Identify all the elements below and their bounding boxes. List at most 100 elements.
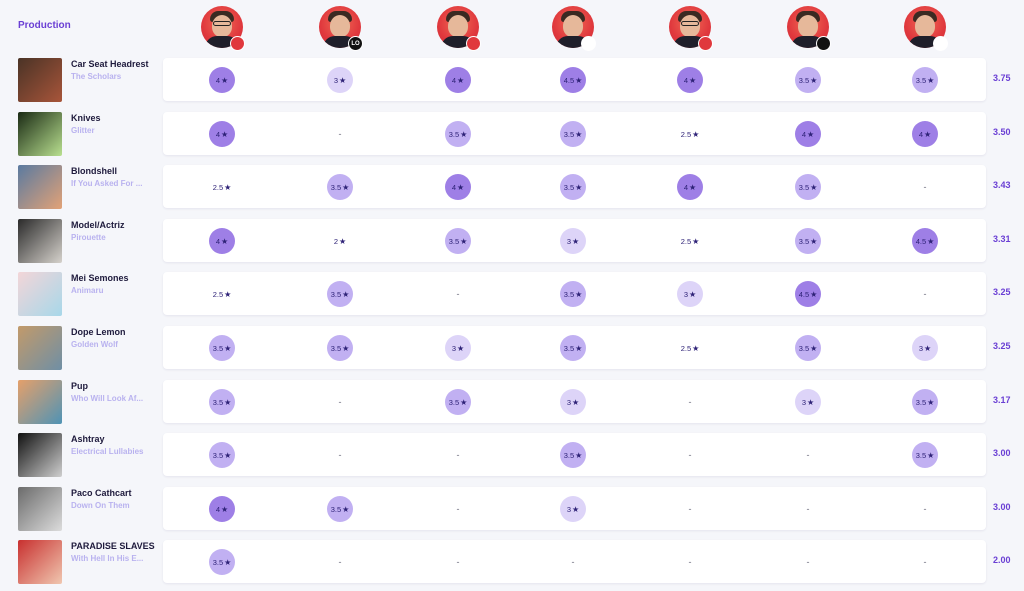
rating-badge[interactable]: 3.5 ★ [795,67,821,93]
rating-badge[interactable]: 3 ★ [560,228,586,254]
rating-badge[interactable]: 3.5 ★ [445,389,471,415]
rating-badge[interactable]: 4 ★ [912,121,938,147]
rating-badge[interactable]: 3 ★ [677,281,703,307]
album-title[interactable]: Golden Wolf [71,340,118,349]
rating-badge[interactable]: 2.5 ★ [209,281,235,307]
artist-name[interactable]: Dope Lemon [71,327,126,337]
album-title[interactable]: With Hell In His E... [71,554,144,563]
rating-badge[interactable]: 3.5 ★ [560,335,586,361]
rating-badge[interactable]: 3.5 ★ [209,442,235,468]
rating-badge[interactable]: 4 ★ [445,67,471,93]
album-title[interactable]: Animaru [71,286,104,295]
star-icon: ★ [460,236,468,246]
table-header: Production LO [0,0,1024,56]
artist-name[interactable]: Car Seat Headrest [71,59,149,69]
avatar-glasses [213,21,231,26]
average-score: 3.43 [993,180,1011,190]
rating-badge[interactable]: 3.5 ★ [560,121,586,147]
artist-name[interactable]: Mei Semones [71,273,129,283]
rating-badge[interactable]: 3 ★ [327,67,353,93]
artist-name[interactable]: Pup [71,381,88,391]
album-cover[interactable] [18,112,62,156]
table-row: Model/Actriz Pirouette 4 ★ 2 ★ 3.5 ★ 3 ★ 2.5 ★ 3.5 ★ 4… [0,219,1024,263]
artist-name[interactable]: PARADISE SLAVES [71,541,155,551]
red-circle-logo-icon [230,36,245,51]
album-cover[interactable] [18,58,62,102]
rating-cell: 3.5 ★ [795,174,821,200]
rating-badge[interactable]: 3.5 ★ [560,281,586,307]
album-cover[interactable] [18,487,62,531]
rating-badge[interactable]: 4 ★ [209,496,235,522]
album-title[interactable]: Pirouette [71,233,106,242]
rating-badge[interactable]: 2 ★ [327,228,353,254]
rating-badge[interactable]: 3.5 ★ [209,549,235,575]
album-cover[interactable] [18,165,62,209]
rating-badge[interactable]: 4 ★ [445,174,471,200]
rating-badge[interactable]: 4.5 ★ [912,228,938,254]
rating-badge[interactable]: 3.5 ★ [912,389,938,415]
rating-badge[interactable]: 2.5 ★ [677,228,703,254]
rating-badge[interactable]: 3 ★ [560,496,586,522]
rating-badge[interactable]: 3.5 ★ [445,228,471,254]
album-cover[interactable] [18,433,62,477]
rating-badge[interactable]: 4.5 ★ [795,281,821,307]
rating-badge[interactable]: 3.5 ★ [327,496,353,522]
table-row: Pup Who Will Look Af... 3.5 ★ -3.5 ★ 3 ★ -3 ★ 3.5 ★… [0,380,1024,424]
no-rating-dash: - [688,557,692,567]
rating-badge[interactable]: 3.5 ★ [327,174,353,200]
rating-badge[interactable]: 3.5 ★ [560,174,586,200]
rating-badge[interactable]: 3 ★ [912,335,938,361]
rating-badge[interactable]: 4 ★ [677,174,703,200]
album-title[interactable]: If You Asked For ... [71,179,143,188]
album-cover[interactable] [18,380,62,424]
critic-avatar[interactable] [201,6,243,48]
album-title[interactable]: Who Will Look Af... [71,394,144,403]
artist-name[interactable]: Knives [71,113,101,123]
rating-badge[interactable]: 4 ★ [209,228,235,254]
rating-badge[interactable]: 3.5 ★ [912,67,938,93]
no-rating-dash: - [571,557,575,567]
rating-badge[interactable]: 4.5 ★ [560,67,586,93]
rating-value: 4 [215,75,220,85]
album-title[interactable]: Glitter [71,126,95,135]
rating-badge[interactable]: 3 ★ [445,335,471,361]
album-title[interactable]: Electrical Lullabies [71,447,144,456]
artist-name[interactable]: Blondshell [71,166,118,176]
average-score: 3.00 [993,502,1011,512]
rating-badge[interactable]: 2.5 ★ [677,121,703,147]
album-cover[interactable] [18,326,62,370]
rating-value: 3 [566,504,571,514]
rating-badge[interactable]: 3.5 ★ [445,121,471,147]
rating-badge[interactable]: 3.5 ★ [560,442,586,468]
average-score: 3.00 [993,448,1011,458]
album-cover[interactable] [18,272,62,316]
artist-name[interactable]: Model/Actriz [71,220,125,230]
rating-badge[interactable]: 3 ★ [560,389,586,415]
rating-badge[interactable]: 3.5 ★ [912,442,938,468]
album-cover[interactable] [18,219,62,263]
album-title[interactable]: Down On Them [71,501,130,510]
rating-badge[interactable]: 2.5 ★ [209,174,235,200]
rating-badge[interactable]: 3.5 ★ [327,335,353,361]
rating-badge[interactable]: 4 ★ [209,121,235,147]
artist-name[interactable]: Ashtray [71,434,105,444]
rating-badge[interactable]: 3.5 ★ [795,335,821,361]
no-rating-dash: - [338,557,342,567]
rating-badge[interactable]: 3 ★ [795,389,821,415]
artist-name[interactable]: Paco Cathcart [71,488,132,498]
rating-badge[interactable]: 3.5 ★ [795,228,821,254]
rating-value: 2.5 [680,129,692,139]
rating-cell: 4 ★ [677,174,703,200]
rating-badge[interactable]: 3.5 ★ [327,281,353,307]
album-cover[interactable] [18,540,62,584]
rating-badge[interactable]: 3.5 ★ [209,389,235,415]
rating-badge[interactable]: 4 ★ [795,121,821,147]
rating-badge[interactable]: 3.5 ★ [795,174,821,200]
critic-avatar[interactable] [437,6,479,48]
rating-badge[interactable]: 4 ★ [677,67,703,93]
rating-badge[interactable]: 2.5 ★ [677,335,703,361]
rating-badge[interactable]: 4 ★ [209,67,235,93]
album-title[interactable]: The Scholars [71,72,122,81]
rating-badge[interactable]: 3.5 ★ [209,335,235,361]
average-score: 2.00 [993,555,1011,565]
